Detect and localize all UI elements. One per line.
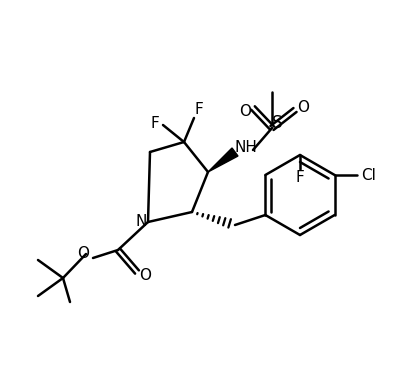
Text: F: F [195, 102, 203, 117]
Text: S: S [272, 114, 282, 132]
Text: F: F [296, 170, 304, 185]
Text: O: O [297, 101, 309, 116]
Polygon shape [208, 148, 238, 172]
Text: O: O [139, 268, 151, 283]
Text: Cl: Cl [361, 167, 376, 182]
Text: N: N [135, 214, 147, 229]
Text: NH: NH [235, 139, 257, 155]
Text: O: O [239, 103, 251, 119]
Text: F: F [151, 116, 160, 131]
Text: O: O [77, 246, 89, 261]
